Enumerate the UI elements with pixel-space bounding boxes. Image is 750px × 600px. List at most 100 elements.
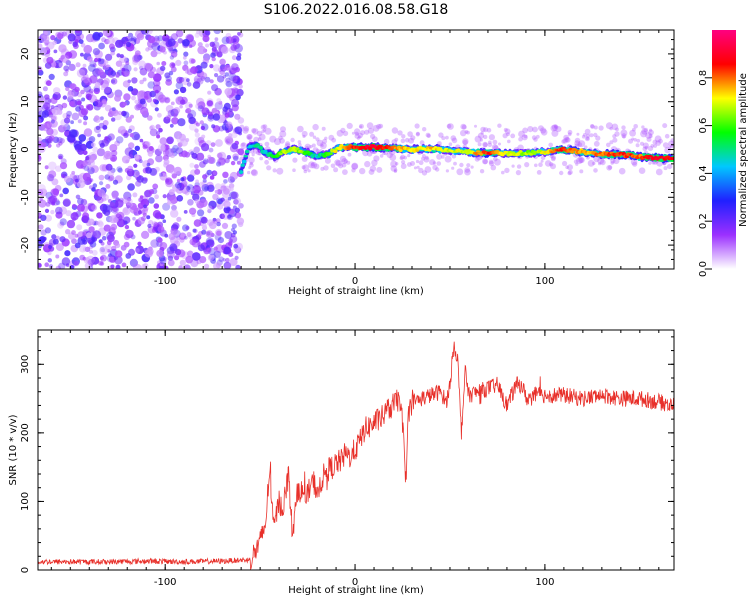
ridge-haze (441, 136, 446, 141)
noise-blob (205, 230, 213, 238)
noise-blob (103, 155, 108, 161)
noise-blob (72, 139, 77, 144)
ridge-haze (403, 155, 407, 160)
noise-blob (66, 219, 76, 229)
ridge-haze (256, 130, 263, 137)
ridge-cell (649, 155, 654, 158)
noise-blob (98, 122, 105, 129)
noise-blob (189, 162, 195, 168)
ridge-haze (315, 148, 320, 153)
ridge-haze (612, 137, 618, 143)
noise-blob (58, 155, 63, 160)
ridge-haze (655, 140, 661, 146)
noise-blob (197, 45, 206, 55)
ridge-haze (364, 160, 371, 168)
noise-blob (38, 263, 42, 268)
noise-blob (97, 189, 106, 198)
noise-blob (156, 131, 160, 136)
noise-blob (129, 258, 138, 267)
snr-ylabel: SNR (10 * v/v) (8, 414, 19, 485)
noise-blob (187, 199, 194, 206)
noise-blob (107, 36, 115, 45)
noise-blob (176, 195, 184, 202)
ridge-haze (460, 129, 467, 137)
ridge-haze (242, 127, 249, 134)
noise-blob (213, 246, 218, 251)
noise-blob (87, 202, 96, 211)
ridge-haze (474, 156, 480, 162)
noise-blob (50, 114, 58, 122)
ridge-haze (292, 168, 296, 172)
ridge-haze (330, 163, 336, 169)
ridge-haze (483, 142, 488, 148)
noise-blob (211, 107, 218, 114)
noise-blob (175, 30, 184, 38)
noise-blob (222, 258, 226, 262)
noise-blob (175, 59, 182, 66)
ridge-haze (622, 135, 626, 139)
noise-blob (225, 36, 234, 44)
ridge-haze (248, 157, 255, 164)
ridge-haze (503, 127, 508, 132)
ridge-haze (269, 135, 277, 143)
noise-blob (134, 104, 141, 111)
ridge-haze (642, 146, 648, 152)
x-tick-label: 100 (535, 577, 554, 588)
ridge-haze (635, 143, 640, 148)
noise-blob (64, 250, 71, 257)
noise-blob (117, 167, 123, 173)
noise-blob (85, 93, 92, 100)
noise-blob (81, 76, 88, 83)
noise-blob (69, 83, 75, 89)
noise-blob (224, 262, 232, 269)
noise-blob (114, 242, 121, 249)
noise-blob (230, 191, 239, 200)
ridge-haze (285, 141, 291, 147)
noise-blob (72, 203, 77, 209)
ridge-haze (648, 161, 652, 165)
noise-blob (146, 162, 151, 167)
noise-blob (230, 44, 237, 51)
ridge-haze (584, 128, 591, 135)
y-tick-label: -20 (20, 237, 31, 253)
noise-blob (231, 142, 239, 150)
ridge-haze (650, 144, 655, 148)
ridge-cell (570, 150, 575, 154)
y-tick-label: 0 (20, 567, 31, 573)
noise-blob (201, 184, 210, 192)
ridge-cell (510, 151, 516, 154)
noise-blob (61, 173, 66, 179)
ridge-haze (373, 155, 380, 162)
ridge-haze (259, 156, 264, 161)
noise-blob (59, 236, 66, 243)
noise-blob (65, 86, 70, 92)
noise-blob (103, 150, 113, 160)
ridge-haze (480, 126, 486, 133)
ridge-haze (316, 139, 324, 147)
noise-blob (147, 71, 155, 79)
noise-blob (75, 62, 81, 68)
ridge-haze (400, 138, 406, 144)
noise-blob (141, 177, 148, 184)
noise-blob (122, 101, 127, 106)
noise-blob (44, 165, 49, 170)
noise-blob (172, 222, 180, 230)
ridge-haze (670, 138, 674, 143)
noise-blob (85, 156, 90, 161)
noise-blob (202, 174, 208, 180)
noise-blob (167, 38, 176, 47)
noise-blob (171, 173, 177, 179)
noise-blob (224, 231, 233, 239)
ridge-haze (479, 138, 483, 142)
noise-blob (206, 100, 213, 107)
ridge-cell (333, 149, 338, 154)
noise-blob (81, 97, 86, 102)
ridge-haze (389, 154, 397, 161)
ridge-haze (474, 124, 477, 128)
ridge-haze (239, 124, 245, 130)
noise-blob (202, 158, 209, 165)
noise-blob (98, 174, 105, 181)
noise-blob (159, 265, 164, 269)
ridge-haze (667, 163, 673, 170)
noise-blob (178, 232, 187, 240)
